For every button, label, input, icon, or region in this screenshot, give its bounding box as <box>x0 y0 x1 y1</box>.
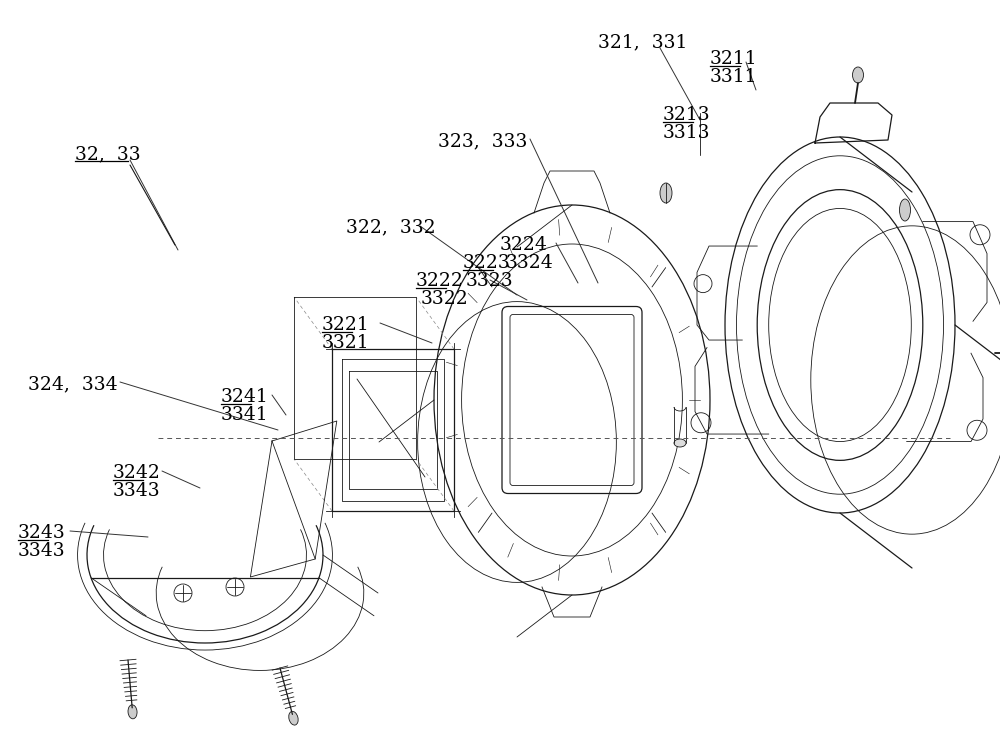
Ellipse shape <box>128 705 137 719</box>
Text: 323,  333: 323, 333 <box>438 132 527 150</box>
Text: 3242: 3242 <box>113 464 161 482</box>
Ellipse shape <box>900 199 910 221</box>
Text: 3343: 3343 <box>18 542 66 560</box>
Text: 324,  334: 324, 334 <box>28 375 118 393</box>
Ellipse shape <box>852 67 864 83</box>
Text: 3221: 3221 <box>322 316 370 334</box>
Text: 322,  332: 322, 332 <box>346 218 436 236</box>
Text: 3343: 3343 <box>113 482 161 500</box>
Text: 3243: 3243 <box>18 524 66 542</box>
Text: 3322: 3322 <box>421 290 469 308</box>
Text: 3311: 3311 <box>710 68 758 86</box>
Text: 321,  331: 321, 331 <box>598 33 687 51</box>
Text: 32,  33: 32, 33 <box>75 145 141 163</box>
Text: 3224: 3224 <box>500 236 548 254</box>
Text: 3324: 3324 <box>506 254 554 272</box>
Text: 3341: 3341 <box>221 406 269 424</box>
Text: 3213: 3213 <box>663 106 711 124</box>
Ellipse shape <box>674 439 686 447</box>
Text: 3211: 3211 <box>710 50 758 68</box>
Text: 3323: 3323 <box>466 272 514 290</box>
Ellipse shape <box>289 711 298 725</box>
Text: 3321: 3321 <box>322 334 370 352</box>
Text: 3223: 3223 <box>463 254 511 272</box>
Text: 3313: 3313 <box>663 124 710 142</box>
Ellipse shape <box>660 183 672 203</box>
Text: 3222: 3222 <box>416 272 464 290</box>
Text: 3241: 3241 <box>221 388 269 406</box>
